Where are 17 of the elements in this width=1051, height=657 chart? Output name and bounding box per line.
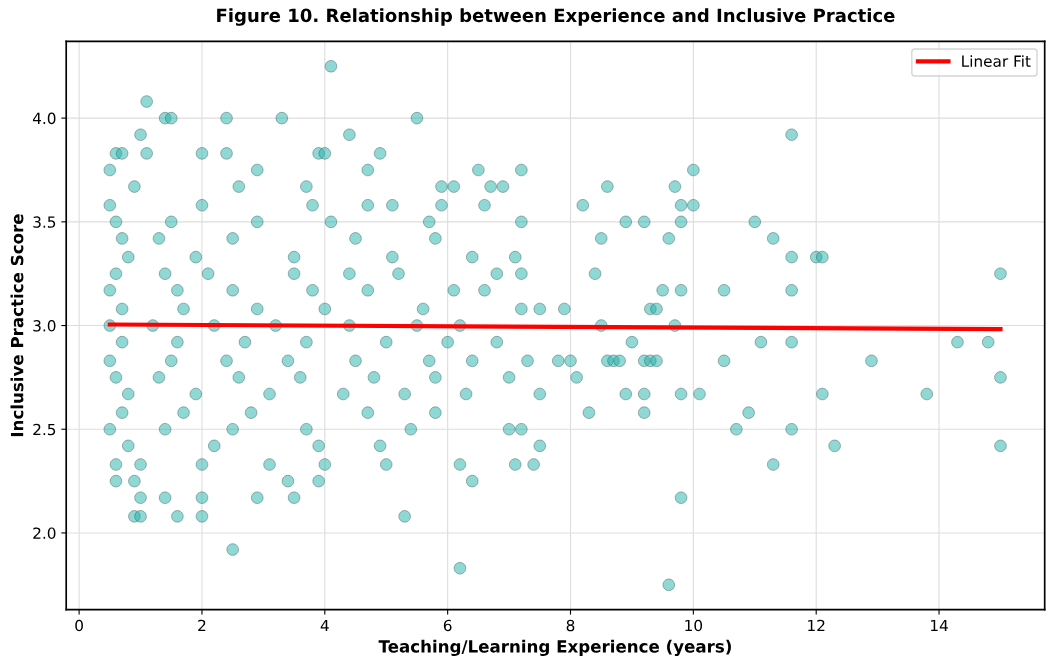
x-tick-label: 4 — [320, 619, 329, 632]
legend-label: Linear Fit — [962, 55, 1031, 67]
x-tick-label: 8 — [566, 619, 575, 632]
y-tick-label: 2.0 — [33, 527, 56, 539]
x-axis-title: Teaching/Learning Experience (years) — [378, 639, 731, 657]
x-tick-label: 12 — [808, 619, 825, 632]
chart-title: Figure 10. Relationship between Experience and Inclusive Practice — [217, 8, 895, 26]
y-tick-label: 3.0 — [33, 320, 56, 332]
y-tick-label: 3.5 — [33, 216, 56, 228]
x-tick-label: 6 — [443, 619, 452, 632]
x-tick-label: 0 — [75, 619, 83, 632]
x-tick-label: 2 — [198, 619, 206, 632]
x-tick-label: 10 — [685, 619, 703, 632]
y-axis-title: Inclusive Practice Score — [10, 214, 24, 437]
y-tick-label: 2.5 — [33, 423, 56, 436]
y-tick-label: 4.0 — [32, 112, 56, 125]
x-tick-label: 14 — [931, 619, 948, 632]
